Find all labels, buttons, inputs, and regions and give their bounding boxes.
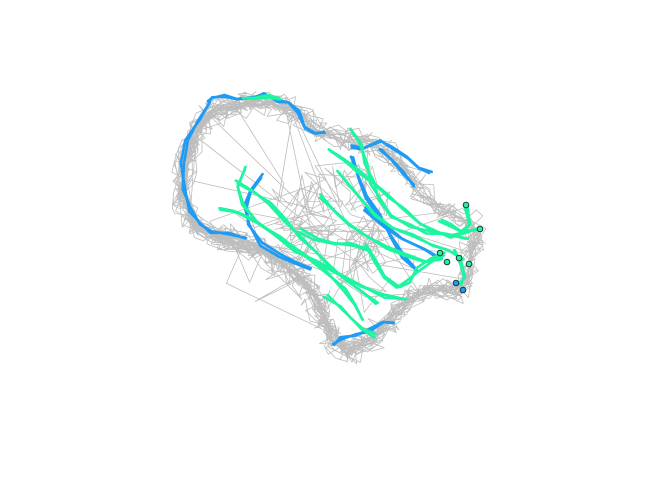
- track-line-green: [296, 230, 371, 252]
- track-line-green: [319, 193, 443, 264]
- track-line-blue: [378, 148, 416, 188]
- background-track-line: [175, 97, 261, 255]
- track-line-green: [236, 168, 364, 321]
- series-tracks-group: [179, 91, 483, 347]
- endpoint-markers-group: [436, 201, 484, 294]
- background-track-line: [171, 96, 416, 363]
- track-line-green: [364, 243, 446, 289]
- track-line-green: [337, 171, 465, 261]
- track-line-green: [244, 96, 282, 101]
- background-track-line: [328, 269, 478, 358]
- track-line-blue: [243, 172, 312, 271]
- endpoint-marker: [455, 254, 463, 262]
- track-line-blue: [332, 320, 395, 347]
- track-line-green: [364, 244, 446, 289]
- endpoint-marker: [465, 260, 473, 268]
- background-tracks-group: [171, 91, 487, 365]
- endpoint-marker: [452, 279, 460, 287]
- endpoint-marker: [443, 258, 451, 266]
- track-line-blue: [349, 155, 419, 273]
- track-line-green: [326, 293, 376, 339]
- endpoint-marker: [459, 286, 467, 294]
- track-line-green: [350, 129, 470, 241]
- endpoint-marker: [476, 225, 484, 233]
- endpoint-marker: [436, 249, 444, 257]
- track-line-green: [236, 182, 379, 304]
- background-track-line: [172, 95, 336, 265]
- track-line-blue: [363, 209, 443, 261]
- background-track-line: [209, 171, 451, 355]
- endpoint-marker: [462, 201, 470, 209]
- track-line-green: [440, 204, 472, 235]
- background-track-line: [207, 91, 427, 204]
- background-track-line: [176, 100, 456, 354]
- background-track-line: [177, 99, 397, 310]
- track-line-blue: [181, 101, 248, 240]
- track-line-green: [327, 148, 483, 237]
- background-track-line: [339, 139, 482, 365]
